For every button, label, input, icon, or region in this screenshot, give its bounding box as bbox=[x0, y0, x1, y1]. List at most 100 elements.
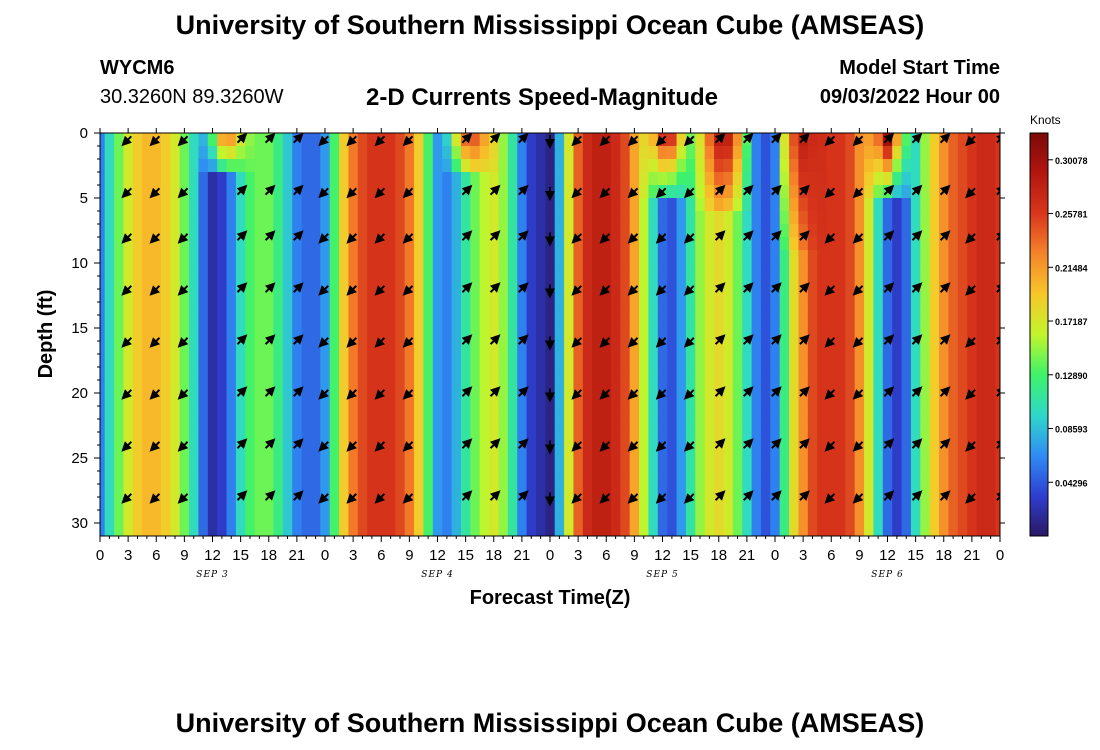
heatmap-cell bbox=[882, 406, 893, 420]
heatmap-cell bbox=[967, 367, 978, 381]
heatmap-cell bbox=[479, 380, 490, 394]
heatmap-cell bbox=[489, 523, 500, 536]
heatmap-cell bbox=[395, 263, 406, 277]
heatmap-cell bbox=[535, 146, 546, 160]
heatmap-cell bbox=[948, 302, 959, 316]
heatmap-cell bbox=[948, 211, 959, 225]
heatmap-cell bbox=[451, 250, 462, 264]
heatmap-cell bbox=[179, 172, 190, 186]
heatmap-cell bbox=[189, 276, 200, 290]
heatmap-cell bbox=[554, 432, 565, 446]
y-tick-label: 0 bbox=[80, 125, 88, 142]
heatmap-cell bbox=[685, 484, 696, 498]
heatmap-cell bbox=[629, 224, 640, 238]
heatmap-cell bbox=[779, 263, 790, 277]
heatmap-cell bbox=[770, 367, 781, 381]
heatmap-cell bbox=[929, 419, 940, 433]
heatmap-cell bbox=[939, 302, 950, 316]
heatmap-cell bbox=[620, 328, 631, 342]
heatmap-cell bbox=[535, 302, 546, 316]
heatmap-cell bbox=[348, 458, 359, 472]
current-vector-arrow bbox=[121, 285, 133, 296]
heatmap-cell bbox=[339, 198, 350, 212]
heatmap-cell bbox=[882, 445, 893, 459]
heatmap-cell bbox=[695, 367, 706, 381]
heatmap-cell bbox=[901, 510, 912, 524]
heatmap-cell bbox=[704, 471, 715, 485]
heatmap-cell bbox=[329, 445, 340, 459]
heatmap-cell bbox=[629, 432, 640, 446]
heatmap-cell bbox=[423, 510, 434, 524]
heatmap-cell bbox=[442, 458, 453, 472]
heatmap-cell bbox=[685, 146, 696, 160]
heatmap-cell bbox=[648, 523, 659, 536]
heatmap-cell bbox=[479, 484, 490, 498]
heatmap-cell bbox=[301, 484, 312, 498]
heatmap-cell bbox=[460, 198, 471, 212]
heatmap-cell bbox=[329, 510, 340, 524]
heatmap-cell bbox=[939, 406, 950, 420]
heatmap-cell bbox=[198, 471, 209, 485]
heatmap-cell bbox=[723, 406, 734, 420]
heatmap-cell bbox=[432, 523, 443, 536]
current-vector-arrow bbox=[742, 133, 754, 144]
heatmap-cell bbox=[939, 198, 950, 212]
heatmap-cell bbox=[207, 263, 218, 277]
heatmap-cell bbox=[395, 406, 406, 420]
heatmap-cell bbox=[910, 367, 921, 381]
heatmap-cell bbox=[592, 237, 603, 251]
heatmap-cell bbox=[123, 432, 134, 446]
heatmap-cell bbox=[329, 523, 340, 536]
heatmap-cell bbox=[470, 523, 481, 536]
heatmap-cell bbox=[817, 185, 828, 199]
heatmap-cell bbox=[620, 354, 631, 368]
heatmap-cell bbox=[217, 445, 228, 459]
heatmap-cell bbox=[442, 263, 453, 277]
heatmap-cell bbox=[685, 315, 696, 329]
heatmap-cell bbox=[301, 172, 312, 186]
heatmap-cell bbox=[976, 315, 987, 329]
heatmap-cell bbox=[442, 172, 453, 186]
heatmap-cell bbox=[100, 146, 106, 160]
heatmap-cell bbox=[620, 341, 631, 355]
heatmap-cell bbox=[329, 198, 340, 212]
heatmap-cell bbox=[451, 224, 462, 238]
heatmap-cell bbox=[760, 367, 771, 381]
heatmap-cell bbox=[414, 458, 425, 472]
heatmap-cell bbox=[329, 185, 340, 199]
current-vector-arrow bbox=[374, 441, 386, 452]
heatmap-cell bbox=[329, 302, 340, 316]
heatmap-cell bbox=[301, 211, 312, 225]
heatmap-cell bbox=[714, 367, 725, 381]
heatmap-cell bbox=[254, 211, 265, 225]
heatmap-cell bbox=[348, 471, 359, 485]
heatmap-cell bbox=[320, 237, 331, 251]
heatmap-cell bbox=[100, 445, 106, 459]
heatmap-cell bbox=[132, 185, 143, 199]
heatmap-cell bbox=[657, 172, 668, 186]
current-vector-arrow bbox=[742, 230, 754, 241]
heatmap-cell bbox=[760, 406, 771, 420]
heatmap-cell bbox=[554, 484, 565, 498]
heatmap-cell bbox=[423, 419, 434, 433]
heatmap-cell bbox=[376, 289, 387, 303]
heatmap-cell bbox=[985, 224, 996, 238]
heatmap-cell bbox=[601, 289, 612, 303]
heatmap-cell bbox=[301, 328, 312, 342]
heatmap-cell bbox=[892, 523, 903, 536]
heatmap-cell bbox=[901, 432, 912, 446]
heatmap-cell bbox=[929, 276, 940, 290]
heatmap-cell bbox=[292, 315, 303, 329]
heatmap-cell bbox=[151, 328, 162, 342]
heatmap-cell bbox=[967, 250, 978, 264]
heatmap-cell bbox=[179, 198, 190, 212]
heatmap-cell bbox=[451, 237, 462, 251]
heatmap-cell bbox=[892, 159, 903, 173]
heatmap-cell bbox=[835, 471, 846, 485]
heatmap-cell bbox=[310, 133, 321, 147]
heatmap-cell bbox=[545, 276, 556, 290]
heatmap-cell bbox=[535, 354, 546, 368]
heatmap-cell bbox=[254, 406, 265, 420]
heatmap-cell bbox=[329, 211, 340, 225]
heatmap-cell bbox=[142, 406, 153, 420]
